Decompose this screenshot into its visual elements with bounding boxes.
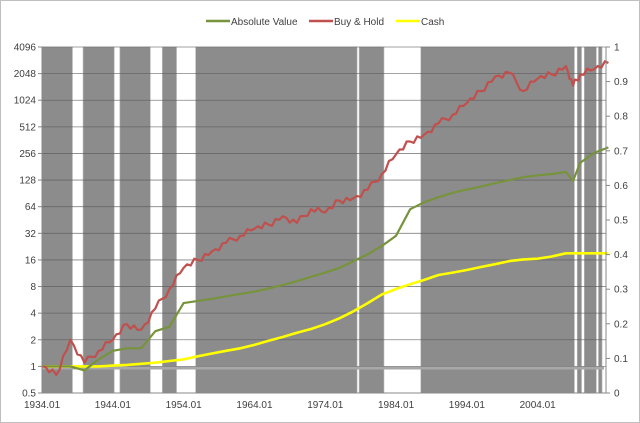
y-left-tick-label: 64 [25,202,37,213]
shaded-period-band [119,46,151,394]
y-left-tick-label: 8 [30,282,36,293]
series-line-buy-hold [41,60,609,377]
y-right-tick-label: 1 [614,43,620,54]
series-line-cash [42,252,609,368]
y-right-tick-label: 0.8 [614,112,628,123]
background-bands [41,46,603,394]
y-left-tick-label: 128 [19,176,36,187]
y-left-tick-label: 4096 [14,43,37,54]
y-right-tick-label: 0.6 [614,181,628,192]
x-tick-label: 2004.01 [520,400,557,411]
y-right-tick-label: 0.5 [614,216,628,227]
y-left-tick-label: 2048 [14,69,37,80]
y-left-tick-label: 4 [30,309,36,320]
y-left-tick-label: 2 [30,335,36,346]
y-right-tick-label: 0 [614,389,620,400]
shaded-period-band [584,46,597,394]
legend-item: Absolute Value [206,17,298,28]
legend-item: Cash [396,17,444,28]
x-tick-label: 1944.01 [95,400,132,411]
x-axis: 1934.01 1944.01 1954.01 1964.01 1974.01 1984.… [24,392,606,411]
y-left-tick-label: 16 [25,255,37,266]
y-axis-right: 0 0.1 0.2 0.3 0.4 0.5 0.6 0.7 0.8 0.9 1 [605,43,628,400]
y-left-tick-label: 256 [19,149,36,160]
y-right-tick-label: 0.1 [614,354,628,365]
series-lines [41,60,609,377]
y-right-tick-label: 0.9 [614,77,628,88]
y-right-tick-label: 0.4 [614,250,628,261]
x-tick-label: 1974.01 [307,400,344,411]
y-left-tick-label: 32 [25,229,37,240]
shaded-period-band [358,46,385,394]
legend-label: Absolute Value [231,17,298,28]
x-tick-label: 1954.01 [166,400,203,411]
y-left-tick-label: 0.5 [22,389,36,400]
x-tick-label: 1964.01 [236,400,273,411]
x-tick-label: 1984.01 [378,400,415,411]
legend-label: Cash [421,17,444,28]
y-axis-left: 0.5 1 2 4 8 16 32 64 128 256 512 1024 2048 4096 [14,43,43,400]
series-line-absolute-value [42,146,609,372]
y-right-tick-label: 0.3 [614,285,628,296]
y-left-tick-label: 1 [30,362,36,373]
x-tick-label: 1934.01 [24,400,61,411]
shaded-period-band [41,46,73,394]
gridlines [42,46,606,394]
legend-item: Buy & Hold [309,17,384,28]
y-right-tick-label: 0.2 [614,319,628,330]
y-left-tick-label: 512 [19,122,36,133]
shaded-period-band [598,46,603,394]
y-right-tick-label: 0.7 [614,146,628,157]
shaded-period-band [162,46,177,394]
x-tick-label: 1994.01 [449,400,486,411]
legend: Absolute Value Buy & Hold Cash [206,17,444,28]
shaded-period-band [420,46,575,394]
shaded-period-band [576,46,582,394]
legend-label: Buy & Hold [334,17,384,28]
y-left-tick-label: 1024 [14,96,37,107]
